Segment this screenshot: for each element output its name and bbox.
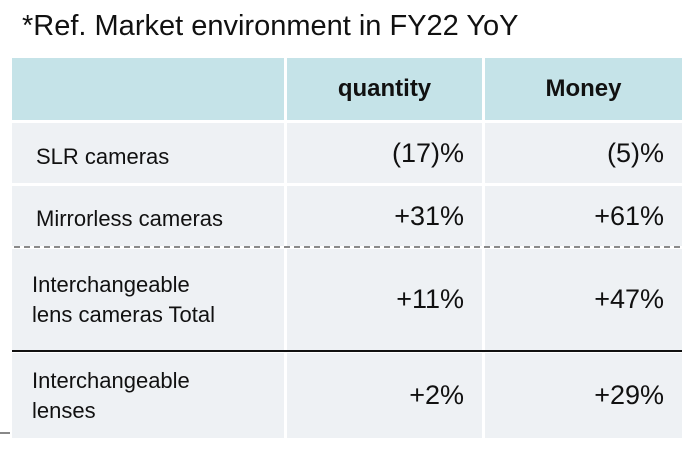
row-label: Mirrorless cameras: [36, 206, 224, 231]
market-environment-table: quantity Money SLR cameras (17)% (5)% Mi…: [12, 58, 682, 438]
row-label-cell: Interchangeable lenses: [12, 353, 284, 438]
column-divider: [284, 58, 287, 438]
table-row: Mirrorless cameras +31% +61%: [12, 186, 682, 246]
row-label-cell: SLR cameras: [12, 123, 284, 183]
header-cell-quantity: quantity: [287, 58, 482, 120]
quantity-value: +11%: [396, 284, 464, 314]
header-cell-money: Money: [485, 58, 682, 120]
row-label-cell: Mirrorless cameras: [12, 186, 284, 246]
money-value: +29%: [594, 380, 664, 410]
row-label: Interchangeable lenses: [12, 366, 190, 426]
quantity-value: (17)%: [391, 137, 464, 168]
table-row: SLR cameras (17)% (5)%: [12, 123, 682, 183]
column-divider: [482, 58, 485, 438]
slide-edge-mark: [0, 432, 10, 434]
money-value: +47%: [594, 284, 664, 314]
row-label: Interchangeable lens cameras Total: [12, 270, 215, 330]
row-label-line: Interchangeable: [32, 271, 190, 297]
row-label-line: lens cameras Total: [32, 301, 216, 327]
row-label-cell: Interchangeable lens cameras Total: [12, 249, 284, 350]
row-label: SLR cameras: [36, 144, 170, 169]
slide-title: *Ref. Market environment in FY22 YoY: [22, 10, 519, 42]
quantity-value: +2%: [409, 380, 464, 410]
table-row: Interchangeable lens cameras Total +11% …: [12, 249, 682, 350]
table-row: Interchangeable lenses +2% +29%: [12, 353, 682, 438]
table-header-row: quantity Money: [12, 58, 682, 120]
row-label-line: Interchangeable: [32, 367, 190, 393]
header-cell-empty: [12, 58, 284, 120]
dashed-divider: [14, 246, 680, 248]
solid-divider: [12, 350, 682, 352]
row-label-line: lenses: [32, 397, 96, 423]
money-value: +61%: [594, 200, 664, 231]
quantity-value: +31%: [394, 200, 464, 231]
money-value: (5)%: [606, 137, 664, 168]
